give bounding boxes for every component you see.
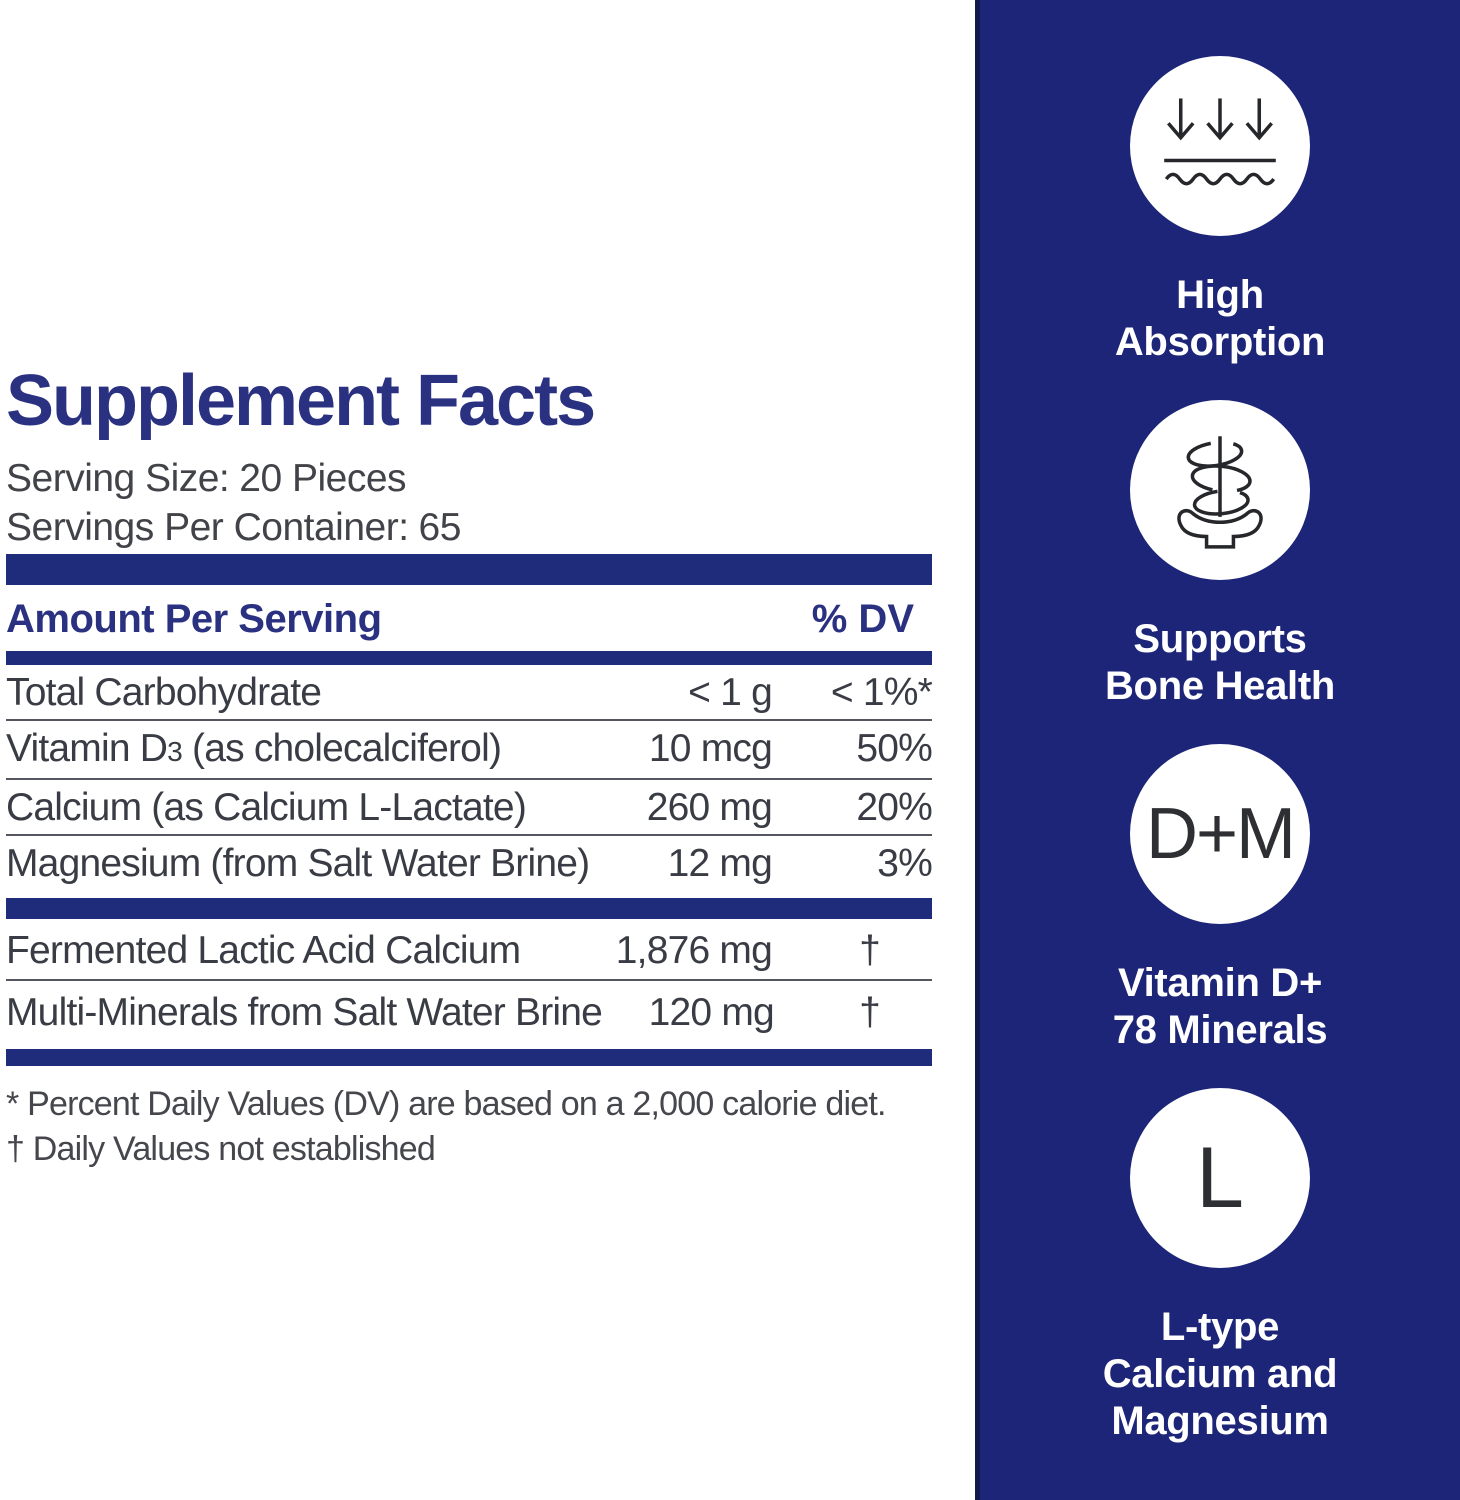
nutrient-rows: Total Carbohydrate < 1 g < 1%* Vitamin D…	[6, 665, 933, 890]
feature-label: High Absorption	[1114, 272, 1326, 366]
serving-size-value: 20 Pieces	[239, 457, 407, 500]
table-row-calcium: Calcium (as Calcium L-Lactate) 260 mg 20…	[6, 780, 933, 836]
nutrient-amount: 260 mg	[646, 786, 773, 829]
nutrient-name: Multi-Minerals from Salt Water Brine	[6, 991, 603, 1034]
feature-vitamin-d-minerals: D+M Vitamin D+ 78 Minerals	[1113, 744, 1328, 1054]
nutrient-name: Vitamin D3 (as cholecalciferol)	[6, 729, 597, 772]
supplement-facts-panel: Supplement Facts Serving Size: 20 Pieces …	[6, 361, 933, 1172]
nutrient-amount: 120 mg	[648, 991, 775, 1034]
thick-divider-top	[6, 554, 932, 585]
l-monogram-text: L	[1196, 1129, 1244, 1226]
nutrient-name: Calcium (as Calcium L-Lactate)	[6, 786, 527, 829]
nutrient-amount: 10 mcg	[648, 727, 773, 770]
table-row-vitamin-d3: Vitamin D3 (as cholecalciferol) 10 mcg 5…	[6, 721, 933, 780]
table-row-magnesium: Magnesium (from Salt Water Brine) 12 mg …	[6, 836, 933, 890]
spine-icon	[1177, 436, 1263, 549]
feature-label-line: Vitamin D+	[1117, 961, 1323, 1005]
feature-l-type: L L-type Calcium and Magnesium	[1103, 1088, 1338, 1445]
servings-per-container-line: Servings Per Container: 65	[6, 503, 932, 552]
table-row-multi-minerals: Multi-Minerals from Salt Water Brine 120…	[6, 981, 932, 1041]
serving-size-label: Serving Size:	[6, 457, 230, 500]
nutrient-name: Magnesium (from Salt Water Brine)	[6, 842, 590, 885]
feature-label-line: Absorption	[1114, 320, 1326, 364]
footnote-percent-dv: * Percent Daily Values (DV) are based on…	[6, 1085, 886, 1123]
vitamin-d-source: (as cholecalciferol)	[181, 727, 502, 770]
feature-label-line: Calcium and	[1102, 1352, 1338, 1396]
feature-label-line: Bone Health	[1104, 664, 1336, 708]
thick-divider-middle	[6, 898, 932, 919]
feature-label-line: Supports	[1133, 617, 1307, 661]
feature-label-line: Magnesium	[1111, 1399, 1329, 1443]
table-row-total-carbohydrate: Total Carbohydrate < 1 g < 1%*	[6, 665, 933, 721]
amount-per-serving-header: Amount Per Serving	[6, 597, 382, 641]
supplement-facts-title: Supplement Facts	[6, 361, 596, 441]
bone-health-icon	[1130, 400, 1310, 580]
feature-sidebar: High Absorption Supports Bone Health D+M…	[975, 0, 1460, 1500]
nutrient-dv-dagger: †	[859, 929, 881, 972]
thick-divider-bottom	[6, 1049, 932, 1066]
serving-size-line: Serving Size: 20 Pieces	[6, 454, 932, 503]
table-row-fermented-lactic-acid-calcium: Fermented Lactic Acid Calcium 1,876 mg †	[6, 919, 932, 981]
footnote-daily-values: † Daily Values not established	[6, 1130, 436, 1168]
percent-dv-header: % DV	[811, 597, 914, 641]
feature-label-line: High	[1176, 273, 1264, 317]
feature-bone-health: Supports Bone Health	[1105, 400, 1335, 710]
nutrient-amount: 1,876 mg	[615, 929, 773, 972]
feature-label-line: L-type	[1160, 1305, 1280, 1349]
feature-high-absorption: High Absorption	[1115, 56, 1325, 366]
feature-label: Supports Bone Health	[1105, 616, 1335, 710]
feature-label-line: 78 Minerals	[1112, 1008, 1328, 1052]
feature-label: L-type Calcium and Magnesium	[1103, 1304, 1338, 1445]
vitamin-d-name: Vitamin D	[6, 727, 168, 770]
servings-label: Servings Per Container:	[6, 506, 409, 549]
nutrient-name: Fermented Lactic Acid Calcium	[6, 929, 521, 972]
high-absorption-icon	[1130, 56, 1310, 236]
nutrient-dv-dagger: †	[859, 991, 881, 1034]
nutrient-dv: 50%	[856, 727, 932, 770]
nutrient-amount: 12 mg	[667, 842, 773, 885]
nutrient-dv: 20%	[856, 786, 932, 829]
nutrient-amount: < 1 g	[688, 671, 773, 714]
footnotes: * Percent Daily Values (DV) are based on…	[6, 1082, 932, 1172]
nutrient-dv: < 1%*	[830, 671, 933, 714]
dm-monogram-icon: D+M	[1130, 744, 1310, 924]
servings-value: 65	[418, 506, 462, 549]
vitamin-d-subscript: 3	[167, 736, 183, 767]
feature-label: Vitamin D+ 78 Minerals	[1113, 960, 1328, 1054]
dm-monogram-text: D+M	[1145, 794, 1296, 874]
l-monogram-icon: L	[1129, 1088, 1310, 1268]
header-underline-divider	[6, 651, 932, 665]
table-header-row: Amount Per Serving % DV	[6, 585, 932, 651]
absorption-arrows-icon	[1164, 98, 1276, 186]
proprietary-rows: Fermented Lactic Acid Calcium 1,876 mg †…	[6, 919, 932, 1041]
nutrient-name: Total Carbohydrate	[6, 671, 322, 714]
nutrient-dv: 3%	[877, 842, 933, 885]
